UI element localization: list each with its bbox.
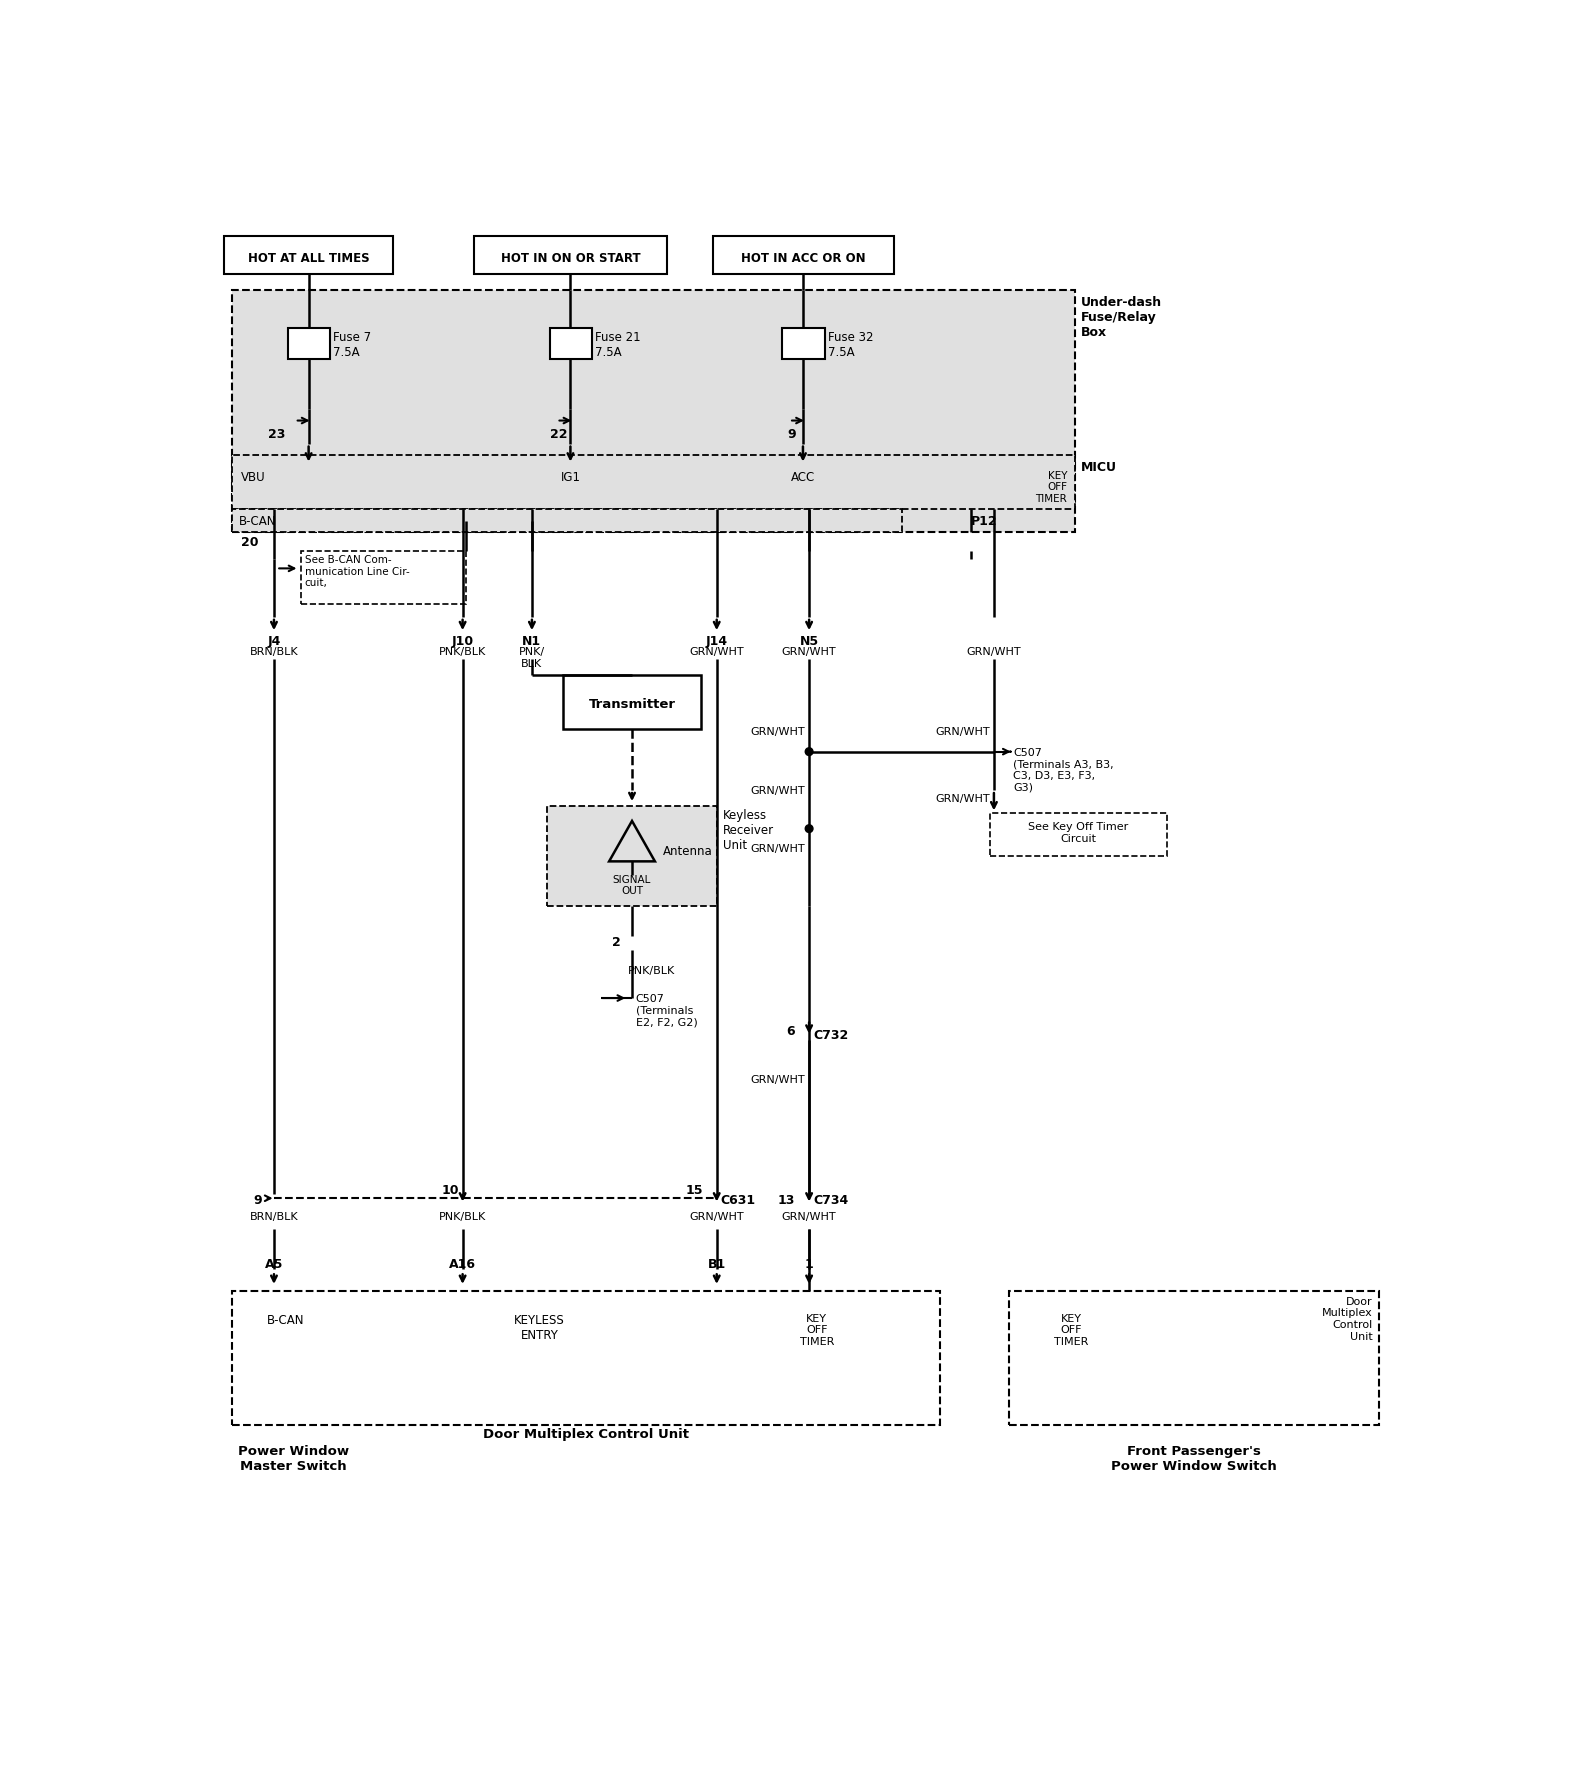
Text: 9: 9: [254, 1194, 263, 1207]
Text: KEY
OFF
TIMER: KEY OFF TIMER: [800, 1313, 835, 1347]
Text: VBU: VBU: [241, 471, 266, 484]
Bar: [550, 328, 592, 360]
Text: 22: 22: [550, 429, 567, 441]
Text: Power Window
Master Switch: Power Window Master Switch: [238, 1444, 348, 1473]
Text: BRN/BLK: BRN/BLK: [250, 647, 298, 657]
Text: GRN/WHT: GRN/WHT: [781, 647, 836, 657]
Text: ACC: ACC: [791, 471, 816, 484]
Text: KEYLESS
ENTRY: KEYLESS ENTRY: [513, 1313, 565, 1341]
Bar: [1010, 1290, 1380, 1425]
Text: A5: A5: [265, 1258, 284, 1271]
Text: P12: P12: [970, 516, 997, 528]
Bar: [232, 289, 1074, 532]
Bar: [232, 455, 1074, 509]
Text: 13: 13: [778, 1194, 795, 1207]
Text: 6: 6: [786, 1024, 795, 1038]
Circle shape: [805, 748, 813, 755]
Text: Fuse 7
7.5A: Fuse 7 7.5A: [334, 331, 372, 360]
Text: J4: J4: [268, 634, 280, 647]
Text: Under-dash
Fuse/Relay
Box: Under-dash Fuse/Relay Box: [1080, 296, 1162, 338]
Text: N1: N1: [523, 634, 542, 647]
Text: B-CAN: B-CAN: [239, 516, 277, 528]
Text: HOT IN ON OR START: HOT IN ON OR START: [501, 252, 639, 264]
Text: C732: C732: [813, 1030, 849, 1042]
Bar: [713, 236, 895, 275]
Text: C631: C631: [721, 1194, 756, 1207]
Bar: [783, 328, 825, 360]
Text: GRN/WHT: GRN/WHT: [936, 727, 991, 737]
Text: C734: C734: [813, 1194, 849, 1207]
Text: SIGNAL
OUT: SIGNAL OUT: [613, 875, 650, 897]
Bar: [232, 1290, 940, 1425]
Text: KEY
OFF
TIMER: KEY OFF TIMER: [1035, 471, 1068, 503]
Text: N5: N5: [800, 634, 819, 647]
Bar: [562, 675, 701, 728]
Bar: [474, 236, 666, 275]
Circle shape: [805, 824, 813, 833]
Text: 9: 9: [788, 429, 795, 441]
Text: Fuse 32
7.5A: Fuse 32 7.5A: [827, 331, 873, 360]
Bar: [288, 328, 331, 360]
Text: See Key Off Timer
Circuit: See Key Off Timer Circuit: [1028, 822, 1129, 843]
Text: 15: 15: [685, 1184, 702, 1198]
Text: B1: B1: [707, 1258, 726, 1271]
Text: HOT AT ALL TIMES: HOT AT ALL TIMES: [247, 252, 370, 264]
Text: Front Passenger's
Power Window Switch: Front Passenger's Power Window Switch: [1112, 1444, 1277, 1473]
Text: Antenna: Antenna: [663, 845, 712, 858]
Bar: [224, 236, 394, 275]
Bar: [232, 509, 901, 532]
Text: MICU: MICU: [1080, 461, 1117, 475]
Text: KEY
OFF
TIMER: KEY OFF TIMER: [1054, 1313, 1088, 1347]
Text: Keyless
Receiver
Unit: Keyless Receiver Unit: [723, 810, 773, 852]
Text: Door
Multiplex
Control
Unit: Door Multiplex Control Unit: [1321, 1297, 1373, 1341]
Text: 10: 10: [441, 1184, 458, 1198]
Text: C507
(Terminals A3, B3,
C3, D3, E3, F3,
G3): C507 (Terminals A3, B3, C3, D3, E3, F3, …: [1013, 748, 1114, 792]
Bar: [548, 806, 717, 905]
Text: 20: 20: [241, 537, 258, 549]
Text: BRN/BLK: BRN/BLK: [250, 1212, 298, 1223]
Text: A16: A16: [449, 1258, 476, 1271]
Text: 23: 23: [268, 429, 285, 441]
Text: IG1: IG1: [561, 471, 581, 484]
Text: B-CAN: B-CAN: [266, 1313, 304, 1327]
Text: Fuse 21
7.5A: Fuse 21 7.5A: [595, 331, 641, 360]
Text: C507
(Terminals
E2, F2, G2): C507 (Terminals E2, F2, G2): [636, 994, 698, 1028]
Text: PNK/
BLK: PNK/ BLK: [518, 647, 545, 668]
Text: GRN/WHT: GRN/WHT: [936, 794, 991, 804]
Text: 1: 1: [805, 1258, 814, 1271]
Bar: [991, 813, 1167, 856]
Bar: [301, 551, 466, 604]
Text: HOT IN ACC OR ON: HOT IN ACC OR ON: [740, 252, 866, 264]
Text: J14: J14: [706, 634, 728, 647]
Text: GRN/WHT: GRN/WHT: [751, 787, 805, 796]
Text: GRN/WHT: GRN/WHT: [751, 727, 805, 737]
Text: PNK/BLK: PNK/BLK: [628, 966, 676, 976]
Text: GRN/WHT: GRN/WHT: [751, 843, 805, 854]
Text: See B-CAN Com-
munication Line Cir-
cuit,: See B-CAN Com- munication Line Cir- cuit…: [306, 555, 410, 588]
Text: PNK/BLK: PNK/BLK: [439, 647, 487, 657]
Text: J10: J10: [452, 634, 474, 647]
Text: Door Multiplex Control Unit: Door Multiplex Control Unit: [484, 1428, 688, 1441]
Text: Transmitter: Transmitter: [589, 698, 676, 711]
Text: GRN/WHT: GRN/WHT: [967, 647, 1021, 657]
Text: 2: 2: [611, 936, 621, 950]
Text: GRN/WHT: GRN/WHT: [751, 1076, 805, 1084]
Text: GRN/WHT: GRN/WHT: [690, 647, 743, 657]
Text: GRN/WHT: GRN/WHT: [781, 1212, 836, 1223]
Text: PNK/BLK: PNK/BLK: [439, 1212, 487, 1223]
Text: GRN/WHT: GRN/WHT: [690, 1212, 743, 1223]
